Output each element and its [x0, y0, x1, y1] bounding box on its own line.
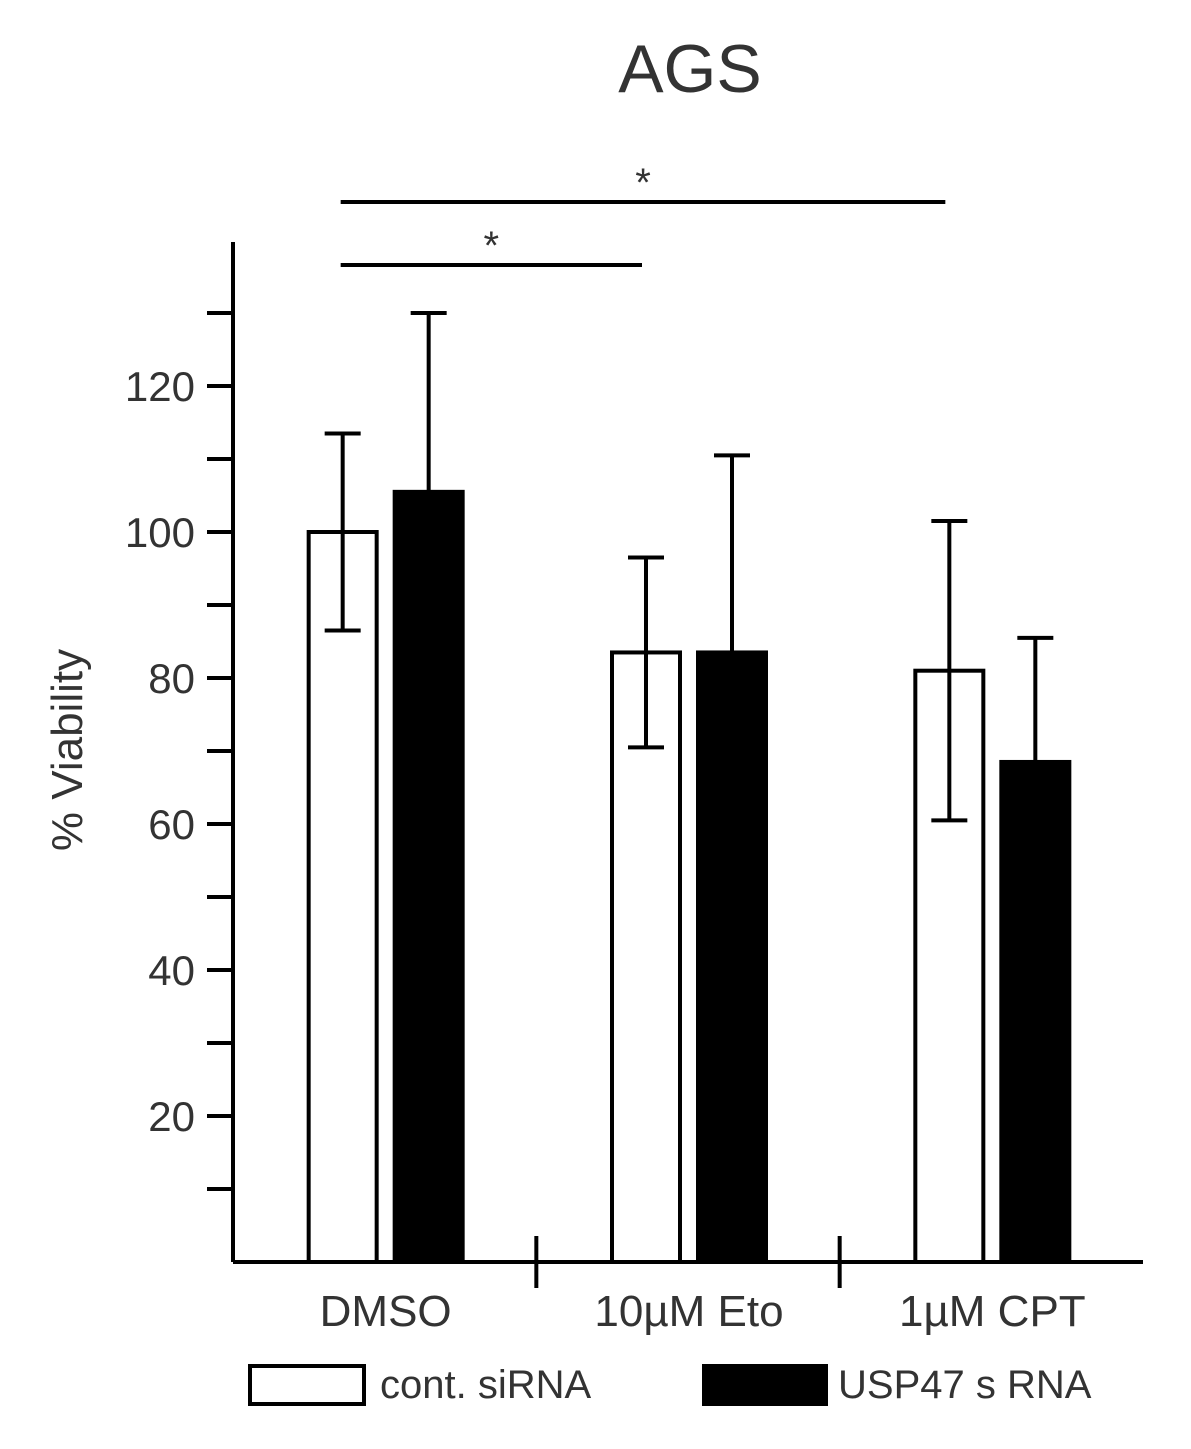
- bar-usp47-sirna: [999, 759, 1072, 1264]
- bar-usp47-sirna: [392, 489, 465, 1265]
- significance-marker: *: [635, 161, 651, 205]
- legend-swatch-usp47-sirna: [702, 1364, 828, 1406]
- legend-label: cont. siRNA: [380, 1363, 591, 1407]
- bar-cont-sirna: [306, 530, 379, 1264]
- legend-label: USP47 s RNA: [838, 1363, 1092, 1407]
- significance-marker: *: [484, 224, 500, 268]
- y-tick-label: 40: [148, 947, 195, 994]
- legend-swatch-cont-sirna: [248, 1364, 366, 1406]
- x-category-label: DMSO: [320, 1287, 452, 1336]
- chart-title: AGS: [618, 31, 762, 107]
- y-tick-label: 60: [148, 801, 195, 848]
- y-tick-label: 80: [148, 655, 195, 702]
- x-category-label: 10µM Eto: [594, 1287, 783, 1336]
- y-tick-label: 100: [125, 509, 195, 556]
- y-axis-label: % Viability: [43, 649, 92, 851]
- bar-cont-sirna: [610, 650, 682, 1264]
- x-category-label: 1µM CPT: [899, 1287, 1086, 1336]
- bar-usp47-sirna: [696, 650, 768, 1264]
- y-tick-label: 20: [148, 1093, 195, 1140]
- y-tick-label: 120: [125, 363, 195, 410]
